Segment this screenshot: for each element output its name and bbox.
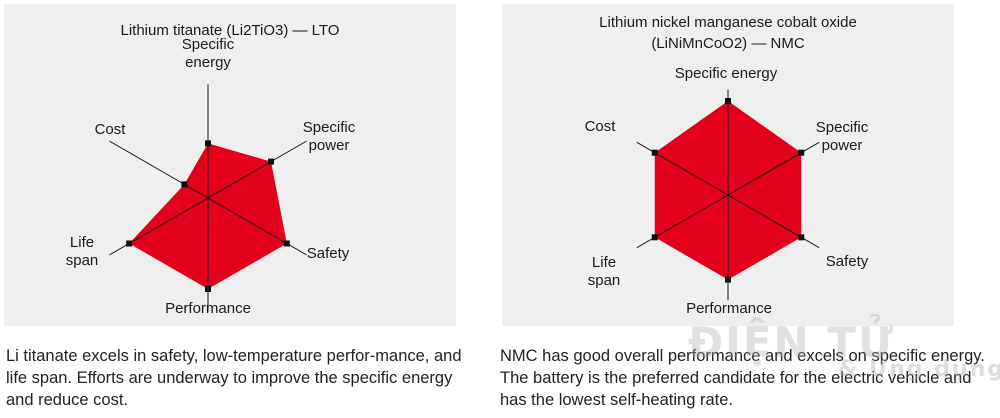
axis-label-line: power [308,137,350,154]
axis-label-line: span [587,272,621,289]
data-point-performance [725,276,731,283]
watermark-logo: ĐIỆN TỬ & Ứng dụng [688,318,1000,382]
axis-label-line: Performance [165,300,251,317]
data-point-cost [651,149,658,156]
data-point-specific-energy [725,98,731,104]
axis-label-line: Life [591,254,617,271]
lto-caption: Li titanate excels in safety, low-temper… [6,347,462,409]
axis-label-line: Specific [815,119,869,136]
data-point-specific-power [268,158,275,165]
axis-label-line: Specific [302,119,356,136]
axis-line-specific-power [207,140,307,199]
data-point-cost [181,181,188,188]
axis-label-safety: Safety [826,253,869,271]
axis-label-cost: Cost [585,118,616,136]
axis-label-performance: Performance [165,300,251,318]
axis-label-specific-energy: Specific energy [675,65,778,83]
nmc-radar-svg [636,89,820,301]
axis-label-specific-power: Specific power [303,119,356,155]
nmc-caption: NMC has good overall performance and exc… [500,347,985,409]
axis-label-cost: Cost [95,121,126,139]
axis-label-line: Specific [181,36,235,53]
axis-label-life-span: Life span [66,234,99,270]
axis-label-specific-power: Specific power [816,119,869,155]
chart-title: Lithium titanate (Li2TiO3) — LTO [120,22,340,39]
axis-label-life-span: Life span [588,254,621,290]
axis-label-specific-energy: Specific energy [182,36,235,72]
data-point-safety [283,240,290,247]
axis-label-line: span [65,252,99,269]
data-point-specific-energy [205,140,211,147]
nmc-chart-panel: Lithium nickel manganese cobalt oxide (L… [502,4,954,326]
axis-label-safety: Safety [307,245,350,263]
axis-label-line: Cost [584,118,616,135]
data-point-safety [798,234,805,241]
axis-label-line: energy [185,54,231,71]
axis-line-cost [109,140,209,199]
watermark-line2: & Ứng dụng [838,357,1000,382]
axis-line-life-span [109,197,209,256]
data-point-life-span [651,234,658,241]
axis-label-line: Safety [306,245,350,262]
axis-label-line: Specific energy [674,65,778,82]
watermark-line1: ĐIỆN TỬ [688,318,896,367]
axis-label-line: Cost [94,121,126,138]
axis-line-safety [207,197,307,256]
axis-label-line: Safety [825,253,869,270]
chart-title: Lithium nickel manganese cobalt oxide (L… [599,14,857,52]
axis-label-line: Performance [686,300,772,317]
axis-label-line: power [821,137,863,154]
data-point-specific-power [798,149,805,156]
axis-label-line: Life [69,234,95,251]
lto-radar-svg [109,84,307,312]
axis-label-performance: Performance [686,300,772,318]
lto-chart-panel: Lithium titanate (Li2TiO3) — LTO Specifi… [4,4,456,326]
data-point-performance [205,286,211,292]
data-point-life-span [126,240,133,247]
